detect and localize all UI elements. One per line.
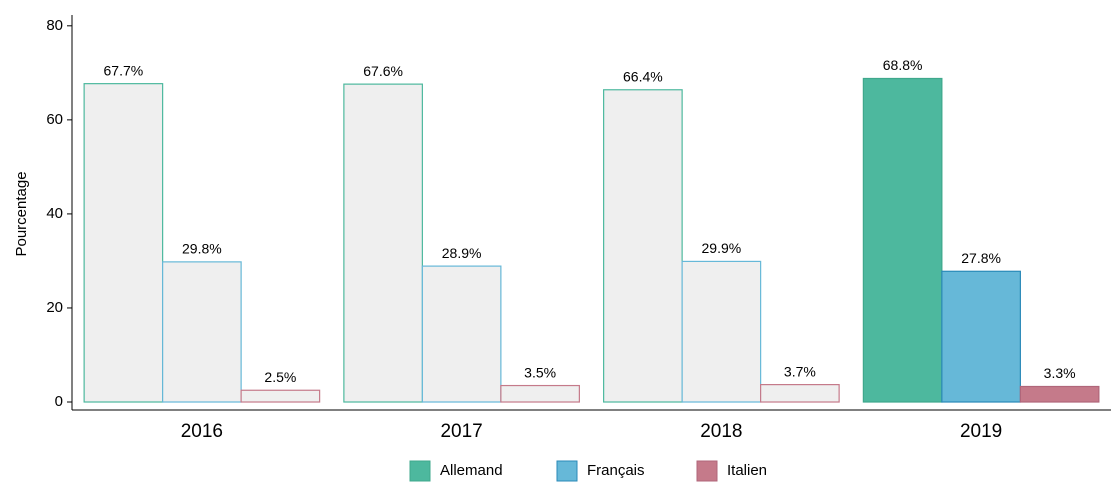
y-tick-label: 20: [46, 299, 63, 316]
value-label: 3.3%: [1044, 365, 1076, 381]
legend-swatch: [696, 460, 718, 482]
value-label: 67.6%: [363, 63, 403, 79]
y-tick-label: 80: [46, 17, 63, 34]
bar: [603, 89, 683, 403]
bar: [500, 384, 580, 403]
value-label: 68.8%: [883, 57, 923, 73]
legend-label: Français: [587, 462, 645, 479]
y-tick-label: 60: [46, 111, 63, 128]
bar: [681, 260, 762, 403]
bar: [760, 384, 840, 403]
y-tick-label: 40: [46, 205, 63, 222]
x-tick-label: 2019: [960, 421, 1002, 442]
bar: [1019, 385, 1100, 403]
bar: [83, 83, 164, 403]
value-label: 27.8%: [961, 250, 1001, 266]
legend-swatch: [409, 460, 431, 482]
value-label: 2.5%: [264, 369, 296, 385]
bar: [162, 261, 242, 403]
x-tick-label: 2018: [700, 421, 742, 442]
x-tick-label: 2016: [181, 421, 223, 442]
value-label: 3.7%: [784, 363, 816, 379]
value-label: 3.5%: [524, 364, 556, 380]
bar: [941, 270, 1021, 403]
y-axis-label: Pourcentage: [13, 171, 30, 256]
value-label: 28.9%: [442, 245, 482, 261]
legend-label: Allemand: [440, 462, 503, 479]
legend-swatch: [556, 460, 578, 482]
value-label: 29.8%: [182, 241, 222, 257]
bar: [421, 265, 502, 403]
legend-label: Italien: [727, 462, 767, 479]
x-tick-label: 2017: [440, 421, 482, 442]
value-label: 29.9%: [702, 240, 742, 256]
value-label: 67.7%: [104, 62, 144, 78]
bar: [862, 77, 943, 403]
bar: [343, 83, 423, 403]
bar: [240, 389, 321, 403]
y-tick-label: 0: [55, 393, 63, 410]
value-label: 66.4%: [623, 68, 663, 84]
